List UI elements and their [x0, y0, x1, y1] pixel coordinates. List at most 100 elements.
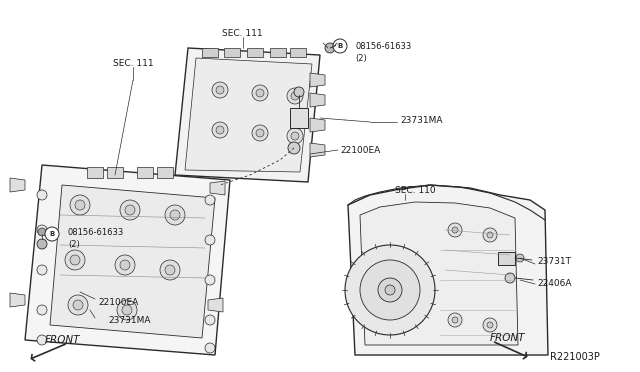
Circle shape: [291, 132, 299, 140]
Circle shape: [117, 300, 137, 320]
Circle shape: [452, 317, 458, 323]
Polygon shape: [10, 178, 25, 192]
Circle shape: [205, 343, 215, 353]
Circle shape: [256, 129, 264, 137]
Circle shape: [216, 86, 224, 94]
Text: 23731MA: 23731MA: [400, 115, 442, 125]
Text: (2): (2): [68, 240, 80, 249]
Polygon shape: [157, 167, 173, 178]
Circle shape: [212, 122, 228, 138]
Text: B: B: [337, 43, 342, 49]
Circle shape: [45, 227, 59, 241]
Polygon shape: [210, 181, 225, 195]
Circle shape: [212, 82, 228, 98]
Circle shape: [448, 313, 462, 327]
Circle shape: [287, 88, 303, 104]
Circle shape: [252, 85, 268, 101]
Text: FRONT: FRONT: [45, 335, 80, 345]
Circle shape: [345, 245, 435, 335]
Circle shape: [256, 89, 264, 97]
Polygon shape: [290, 108, 308, 128]
Circle shape: [165, 265, 175, 275]
Text: SEC. 111: SEC. 111: [113, 59, 154, 68]
Circle shape: [120, 200, 140, 220]
Circle shape: [487, 232, 493, 238]
Polygon shape: [310, 118, 325, 132]
Text: 08156-61633: 08156-61633: [355, 42, 412, 51]
Polygon shape: [202, 48, 218, 57]
Polygon shape: [310, 143, 325, 157]
Circle shape: [216, 126, 224, 134]
Circle shape: [516, 254, 524, 262]
Circle shape: [288, 142, 300, 154]
Circle shape: [252, 125, 268, 141]
Text: FRONT: FRONT: [490, 333, 525, 343]
Circle shape: [483, 318, 497, 332]
Circle shape: [385, 285, 395, 295]
Circle shape: [37, 265, 47, 275]
Circle shape: [65, 250, 85, 270]
Text: (2): (2): [355, 54, 367, 63]
Text: SEC. 110: SEC. 110: [395, 186, 436, 195]
Text: 22100EA: 22100EA: [98, 298, 138, 307]
Circle shape: [37, 239, 47, 249]
Polygon shape: [348, 185, 548, 355]
Polygon shape: [224, 48, 240, 57]
Polygon shape: [310, 73, 325, 87]
Circle shape: [120, 260, 130, 270]
Polygon shape: [87, 167, 103, 178]
Circle shape: [448, 223, 462, 237]
Circle shape: [205, 275, 215, 285]
Polygon shape: [247, 48, 263, 57]
Circle shape: [37, 335, 47, 345]
Polygon shape: [185, 58, 312, 172]
Text: B: B: [49, 231, 54, 237]
Circle shape: [75, 200, 85, 210]
Circle shape: [70, 195, 90, 215]
Circle shape: [360, 260, 420, 320]
Circle shape: [37, 190, 47, 200]
Circle shape: [378, 278, 402, 302]
Circle shape: [37, 225, 47, 235]
Text: R221003P: R221003P: [550, 352, 600, 362]
Polygon shape: [208, 298, 223, 312]
Text: 22406A: 22406A: [537, 279, 572, 289]
Circle shape: [287, 128, 303, 144]
Circle shape: [38, 228, 46, 236]
Circle shape: [205, 195, 215, 205]
Polygon shape: [498, 252, 515, 265]
Circle shape: [170, 210, 180, 220]
Circle shape: [333, 39, 347, 53]
Circle shape: [483, 228, 497, 242]
Circle shape: [165, 205, 185, 225]
Circle shape: [294, 87, 304, 97]
Circle shape: [115, 255, 135, 275]
Circle shape: [37, 305, 47, 315]
Circle shape: [291, 92, 299, 100]
Circle shape: [122, 305, 132, 315]
Polygon shape: [360, 202, 518, 345]
Circle shape: [160, 260, 180, 280]
Polygon shape: [50, 185, 215, 338]
Circle shape: [205, 315, 215, 325]
Polygon shape: [137, 167, 153, 178]
Circle shape: [68, 295, 88, 315]
Polygon shape: [270, 48, 286, 57]
Polygon shape: [310, 93, 325, 107]
Circle shape: [205, 235, 215, 245]
Polygon shape: [25, 165, 230, 355]
Text: 23731MA: 23731MA: [109, 316, 151, 325]
Polygon shape: [10, 293, 25, 307]
Circle shape: [325, 43, 335, 53]
Text: 23731T: 23731T: [537, 257, 571, 266]
Polygon shape: [175, 48, 320, 182]
Text: SEC. 111: SEC. 111: [222, 29, 262, 38]
Text: 08156-61633: 08156-61633: [68, 228, 124, 237]
Text: 22100EA: 22100EA: [340, 145, 380, 154]
Circle shape: [70, 255, 80, 265]
Circle shape: [505, 273, 515, 283]
Circle shape: [73, 300, 83, 310]
Polygon shape: [290, 48, 306, 57]
Circle shape: [452, 227, 458, 233]
Circle shape: [125, 205, 135, 215]
